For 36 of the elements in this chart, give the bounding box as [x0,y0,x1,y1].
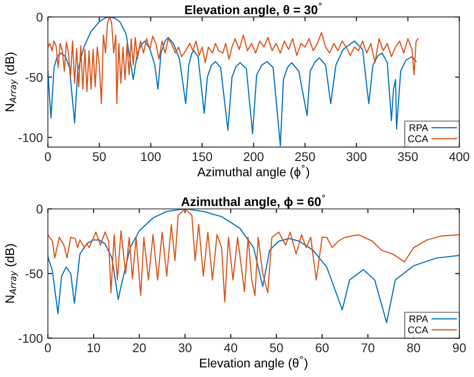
x-tick-label: 200 [244,152,264,162]
y-axis-title: N$_{Array}$ (dB) [4,244,18,303]
x-tick-label: 10 [88,343,100,352]
x-tick-label: 0 [44,343,51,352]
legend-label: RPA [410,316,428,322]
y-tick-label: -50 [26,269,43,278]
y-tick-label: -100 [18,334,43,343]
chart-title: Azimuthal angle, ϕ = 60$^{°}$ [181,194,325,209]
x-tick-label: 50 [92,152,106,162]
x-tick-label: 0 [44,152,51,162]
legend-label: CCA [408,135,428,142]
legend-label: RPA [410,124,428,132]
x-tick-label: 20 [132,343,146,352]
x-tick-label: 70 [362,343,374,352]
x-axis-title: Azimuthal angle (ϕ$^{°}$) [197,164,310,179]
x-tick-label: 50 [270,343,283,352]
x-tick-label: 350 [398,152,418,162]
y-tick-label: -50 [26,72,43,82]
legend-label: CCA [408,326,428,334]
y-tick-label: -100 [18,133,43,142]
y-tick-label: 0 [36,12,43,22]
x-tick-label: 40 [224,343,238,352]
x-tick-label: 250 [295,152,315,162]
line-series [48,16,419,104]
x-tick-label: 400 [449,152,470,162]
x-tick-label: 150 [192,152,212,162]
y-tick-label: 0 [36,204,43,214]
chart-title: Elevation angle, θ = 30$^{°}$ [185,2,322,17]
x-tick-label: 90 [452,343,466,352]
x-tick-label: 30 [178,343,192,352]
y-axis-title: N$_{Array}$ (dB) [4,52,18,112]
x-tick-label: 300 [346,152,366,162]
x-axis-title: Elevation angle (θ$^{°}$) [200,356,308,370]
x-tick-label: 60 [316,343,329,352]
x-tick-label: 100 [141,152,161,162]
x-tick-label: 80 [407,343,420,352]
